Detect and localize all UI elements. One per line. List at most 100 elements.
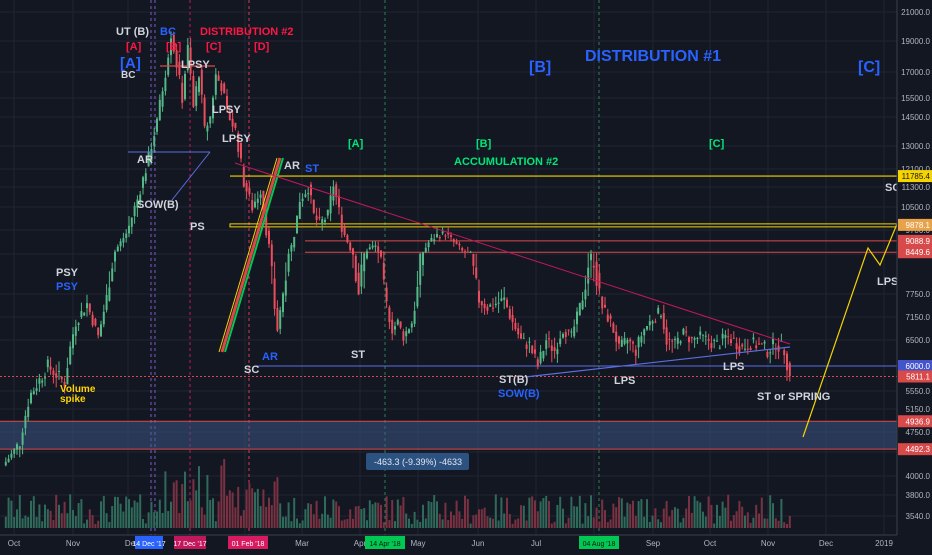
volume-bar — [444, 502, 447, 528]
candle-body — [430, 237, 433, 242]
candle-body — [273, 278, 276, 309]
volume-bar — [755, 504, 758, 528]
volume-bar — [352, 518, 354, 528]
volume-bar — [97, 520, 100, 528]
volume-bar — [324, 496, 326, 528]
volume-bar — [83, 523, 86, 528]
candle-body — [102, 311, 105, 325]
candle-body — [772, 338, 774, 345]
volume-bar — [598, 521, 601, 528]
candle-body — [699, 331, 702, 336]
volume-bar — [298, 523, 301, 528]
candle-body — [629, 339, 632, 342]
volume-bar — [86, 519, 88, 528]
x-tick-label-1: Nov — [66, 539, 80, 548]
candle-body — [27, 406, 30, 417]
volume-bar — [58, 504, 60, 528]
volume-bar — [307, 503, 310, 528]
candle-body — [730, 339, 732, 344]
annotation-volume: Volume — [60, 384, 96, 395]
annotation-label-35: ST or SPRING — [757, 391, 830, 403]
volume-bar — [584, 503, 587, 528]
volume-bar — [66, 513, 69, 528]
volume-bar — [643, 516, 646, 528]
volume-bar — [466, 499, 469, 528]
candle-body — [508, 309, 511, 319]
volume-bar — [228, 490, 231, 528]
candle-body — [108, 287, 111, 301]
candle-body — [144, 173, 147, 181]
candle-body — [363, 253, 366, 272]
candle-body — [41, 380, 44, 383]
volume-bar — [651, 515, 654, 528]
candle-body — [536, 359, 539, 367]
volume-bar — [234, 507, 237, 528]
volume-bar — [679, 522, 682, 528]
candle-body — [16, 444, 18, 450]
candle-body — [30, 392, 32, 404]
volume-bar — [676, 508, 679, 528]
candle-body — [276, 308, 279, 331]
candle-body — [643, 329, 646, 336]
volume-bar — [744, 515, 746, 528]
candle-body — [427, 242, 430, 248]
volume-bar — [220, 465, 223, 528]
candle-body — [100, 324, 102, 337]
volume-bar — [413, 511, 416, 528]
volume-bar — [567, 517, 570, 528]
candle-body — [63, 381, 66, 387]
volume-bar — [478, 509, 480, 528]
volume-bar — [10, 500, 13, 528]
candle-body — [340, 214, 343, 232]
volume-bar — [763, 518, 766, 528]
candle-body — [727, 336, 730, 338]
annotation-label-31: SOW(B) — [498, 388, 540, 400]
volume-bar — [366, 520, 368, 528]
volume-bar — [716, 504, 718, 528]
candle-body — [590, 253, 592, 261]
volume-bar — [186, 501, 189, 528]
candle-body — [88, 303, 91, 313]
candle-body — [290, 245, 293, 252]
annotation-label-30: ST(B) — [499, 374, 529, 386]
candle-body — [346, 235, 349, 243]
candle-body — [66, 368, 69, 385]
volume-bar — [13, 516, 16, 528]
candle-body — [332, 186, 335, 201]
volume-bar — [119, 503, 122, 528]
volume-bar — [472, 515, 475, 528]
volume-bar — [181, 484, 184, 528]
x-highlight-box-3 — [365, 536, 405, 549]
volume-bar — [100, 501, 102, 528]
volume-bar — [520, 505, 522, 528]
volume-bar — [385, 496, 388, 528]
annotation-label-14: [C] — [858, 59, 880, 76]
volume-bar — [130, 507, 133, 528]
y-tick-label-20: 3540.0 — [906, 512, 931, 521]
y-tick-label-6: 12100.0 — [901, 165, 930, 174]
volume-bar — [27, 517, 30, 528]
candle-body — [724, 334, 727, 339]
candle-body — [506, 299, 508, 308]
price-axis-bg — [897, 0, 932, 550]
candle-body — [74, 326, 77, 336]
candle-body — [254, 201, 256, 208]
volume-bar — [304, 509, 307, 528]
volume-bar — [354, 506, 357, 528]
volume-bar — [419, 521, 422, 528]
candle-body — [492, 307, 494, 309]
volume-bar — [531, 496, 534, 528]
candle-body — [396, 319, 399, 325]
volume-bar — [424, 518, 427, 528]
volume-bar — [217, 501, 220, 528]
volume-bar — [226, 495, 228, 528]
y-tick-label-5: 13000.0 — [901, 142, 930, 151]
candle-body — [528, 341, 531, 343]
volume-bar — [564, 523, 567, 528]
candle-body — [158, 99, 161, 121]
volume-bar — [231, 492, 234, 528]
drawings: -463.3 (-9.39%) -4633 — [128, 65, 898, 470]
volume-bar — [144, 523, 147, 528]
